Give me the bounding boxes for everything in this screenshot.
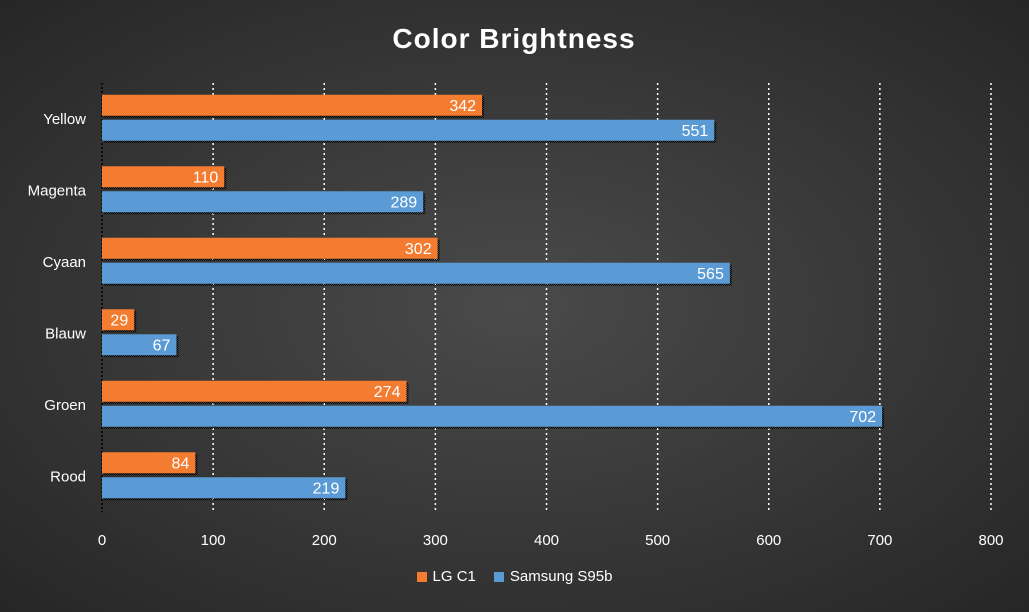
- bar-series1: [102, 166, 225, 188]
- x-tick-label: 500: [645, 532, 670, 549]
- data-label: 29: [110, 312, 128, 329]
- x-axis-ticks: 0 100 200 300 400 500 600 700 800: [98, 532, 1004, 549]
- x-tick-label: 100: [201, 532, 226, 549]
- bar-series2: [102, 477, 346, 499]
- gridlines: [101, 83, 992, 512]
- x-tick-label: 700: [867, 532, 892, 549]
- x-tick-label: 800: [978, 532, 1003, 549]
- legend-swatch-series1: [416, 571, 427, 582]
- category-label: Rood: [50, 468, 86, 485]
- data-label: 551: [682, 123, 709, 140]
- bar-series1: [102, 94, 483, 116]
- x-tick-label: 600: [756, 532, 781, 549]
- x-tick-label: 300: [423, 532, 448, 549]
- category-label: Blauw: [45, 325, 86, 342]
- data-label: 274: [374, 384, 401, 401]
- legend-item-series2: Samsung S95b: [493, 568, 613, 585]
- bar-series1: [102, 309, 135, 331]
- bar-series1: [102, 380, 407, 402]
- data-label: 702: [849, 409, 876, 426]
- data-label: 110: [193, 169, 219, 186]
- data-label: 67: [153, 337, 171, 354]
- bar-series2: [102, 262, 730, 284]
- category-label: Magenta: [28, 182, 87, 199]
- bar-series2: [102, 334, 177, 356]
- bar-series1: [102, 237, 438, 259]
- x-tick-label: 400: [534, 532, 559, 549]
- category-labels: Yellow Magenta Cyaan Blauw Groen Rood: [28, 111, 87, 486]
- legend-swatch-series2: [493, 571, 504, 582]
- x-tick-label: 0: [98, 532, 106, 549]
- legend-item-series1: LG C1: [416, 568, 476, 585]
- bar-series2: [102, 119, 715, 141]
- category-label: Groen: [44, 397, 86, 414]
- bar-series2: [102, 191, 424, 213]
- category-label: Cyaan: [43, 254, 86, 271]
- data-label: 219: [313, 480, 340, 497]
- legend-label-series1: LG C1: [432, 568, 476, 585]
- category-label: Yellow: [43, 111, 86, 128]
- legend: LG C1 Samsung S95b: [0, 568, 1029, 585]
- legend-label-series2: Samsung S95b: [509, 568, 613, 585]
- data-label: 565: [697, 266, 724, 283]
- data-label: 84: [172, 455, 190, 472]
- data-label: 302: [405, 241, 432, 258]
- bar-series2: [102, 405, 883, 427]
- data-label: 342: [449, 98, 476, 115]
- chart-title: Color Brightness: [392, 23, 635, 54]
- data-label: 289: [390, 194, 417, 211]
- x-tick-label: 200: [312, 532, 337, 549]
- bars: 342 551 110 289 302 565 29 67 274 702 84 219: [102, 94, 885, 501]
- bar-series1: [102, 452, 196, 474]
